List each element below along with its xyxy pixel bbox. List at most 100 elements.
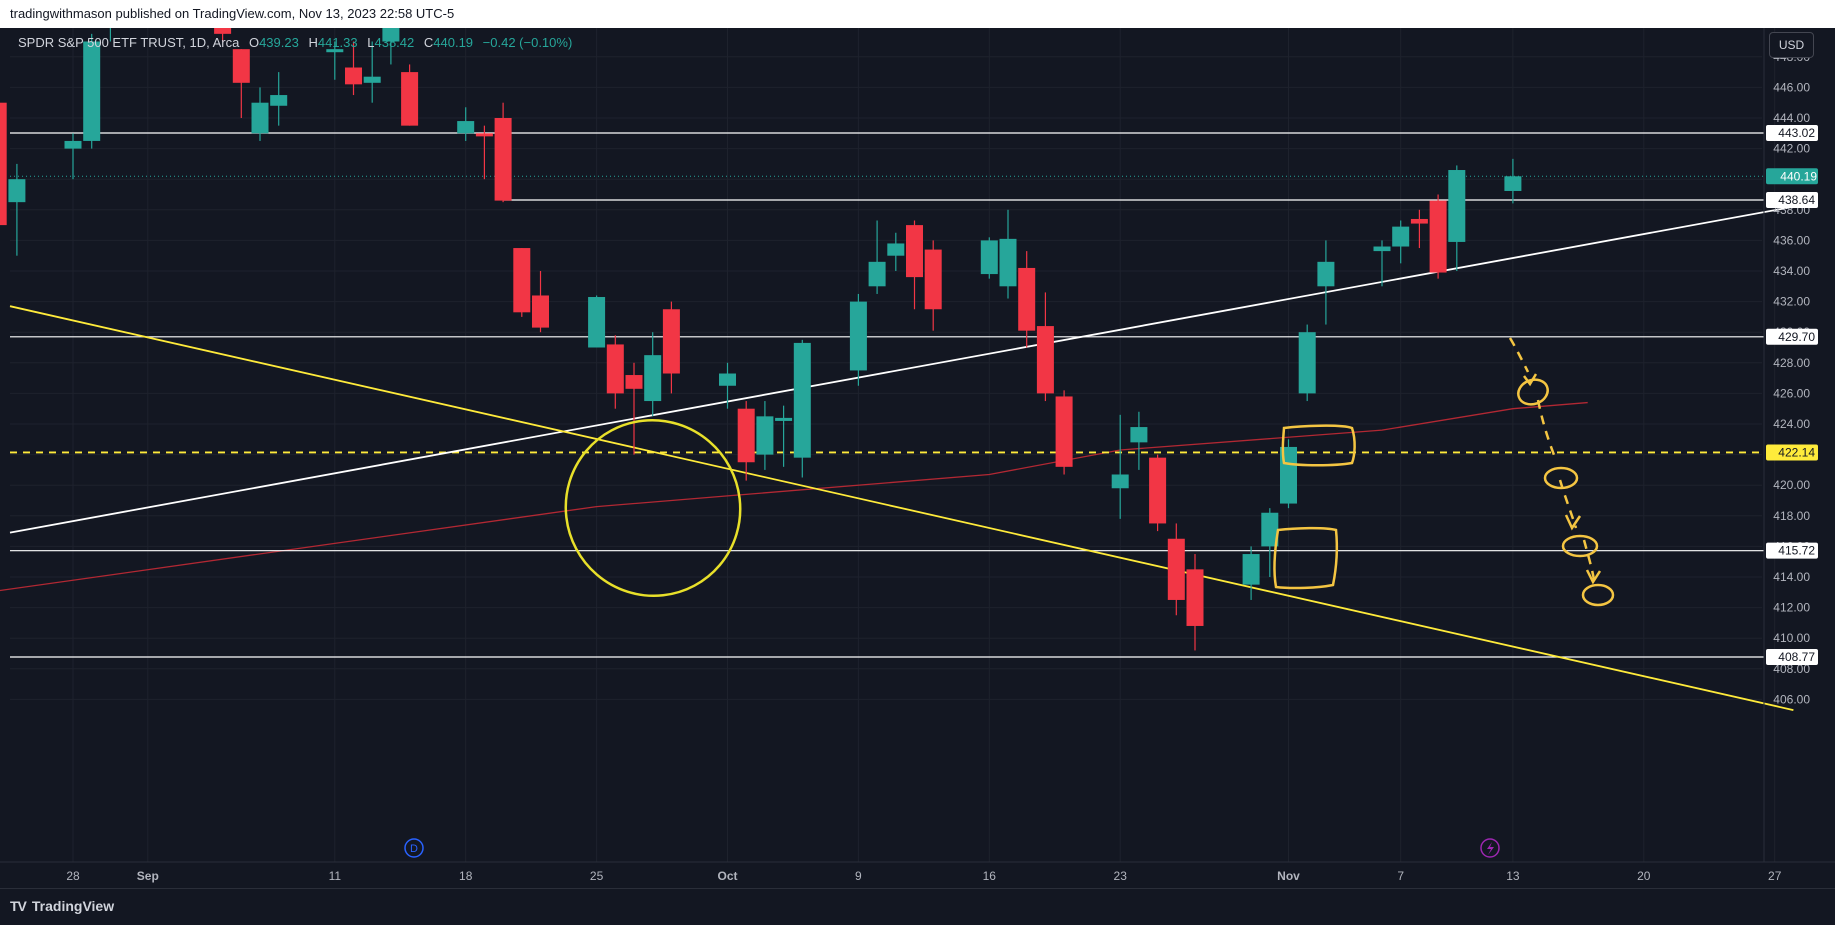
candle-body bbox=[737, 408, 755, 463]
candle bbox=[382, 28, 400, 65]
x-tick-label: 13 bbox=[1506, 869, 1520, 883]
candle-body bbox=[1298, 332, 1316, 394]
candle-body bbox=[345, 67, 362, 85]
candle-body bbox=[999, 238, 1017, 287]
candle-body bbox=[793, 342, 811, 458]
x-tick-label: 7 bbox=[1397, 869, 1404, 883]
trendline-white[interactable] bbox=[9, 205, 1794, 534]
candle-body bbox=[1186, 569, 1204, 626]
candle-body bbox=[1111, 474, 1129, 489]
event-markers: D bbox=[404, 838, 1500, 858]
candle bbox=[1373, 240, 1391, 287]
candle-body bbox=[868, 261, 886, 287]
candle-body bbox=[1055, 396, 1073, 467]
candle-body bbox=[906, 225, 923, 278]
earnings-marker[interactable] bbox=[1480, 838, 1500, 858]
candle bbox=[513, 248, 531, 317]
projection-arrow-path bbox=[1508, 337, 1596, 581]
x-tick-label: Nov bbox=[1277, 869, 1300, 883]
candle-body bbox=[1429, 200, 1447, 273]
arrowhead-3 bbox=[1585, 569, 1602, 585]
trendlines[interactable] bbox=[9, 205, 1794, 711]
candle-body bbox=[1167, 538, 1185, 600]
candle-body bbox=[1149, 457, 1167, 524]
candle-body bbox=[214, 28, 232, 34]
tradingview-logo[interactable]: TV TradingView bbox=[10, 898, 114, 914]
low-label: L bbox=[367, 35, 375, 50]
level-price-label: 422.14 bbox=[1778, 445, 1815, 459]
candle-body bbox=[1018, 267, 1036, 331]
candle bbox=[1392, 220, 1410, 264]
candle-body bbox=[644, 355, 662, 402]
brand-name: TradingView bbox=[31, 898, 115, 914]
candle-body bbox=[1448, 170, 1466, 242]
candle-body bbox=[887, 243, 905, 256]
candle bbox=[270, 72, 288, 126]
moving-average-line bbox=[0, 401, 1588, 592]
y-tick-label: 442.00 bbox=[1773, 142, 1810, 156]
candle bbox=[625, 362, 643, 455]
last-price-tag bbox=[1766, 168, 1818, 185]
candle bbox=[662, 301, 680, 394]
candle-body bbox=[756, 416, 774, 455]
candle bbox=[494, 102, 512, 203]
candle bbox=[1018, 251, 1036, 348]
candle bbox=[345, 41, 362, 96]
close-value: 440.19 bbox=[433, 35, 474, 50]
candle-body bbox=[849, 301, 867, 371]
level-price-label: 415.72 bbox=[1778, 544, 1815, 558]
candle bbox=[719, 362, 736, 409]
y-tick-label: 406.00 bbox=[1773, 692, 1810, 706]
trendline-yellow[interactable] bbox=[9, 305, 1794, 711]
y-tick-label: 436.00 bbox=[1773, 233, 1810, 247]
candle bbox=[1504, 158, 1522, 204]
candle bbox=[401, 64, 419, 126]
publish-header: tradingwithmason published on TradingVie… bbox=[0, 0, 1835, 28]
horizontal-levels[interactable] bbox=[10, 132, 1764, 658]
low-value: 438.42 bbox=[374, 35, 415, 50]
candle bbox=[457, 107, 475, 141]
level-price-tag bbox=[1766, 649, 1818, 666]
level-price-label: 408.77 bbox=[1778, 650, 1815, 664]
x-tick-label: 9 bbox=[855, 869, 862, 883]
y-tick-label: 432.00 bbox=[1773, 295, 1810, 309]
candle-body bbox=[513, 248, 531, 313]
candle-body bbox=[606, 344, 624, 394]
candle bbox=[775, 405, 793, 467]
candle bbox=[999, 209, 1017, 299]
candle bbox=[475, 125, 493, 180]
change-value: −0.42 (−0.10%) bbox=[482, 35, 573, 50]
candle bbox=[1317, 240, 1335, 325]
currency-button[interactable]: USD bbox=[1769, 32, 1814, 58]
level-price-tag bbox=[1766, 444, 1818, 461]
candle-body bbox=[625, 375, 643, 389]
candle-body bbox=[0, 102, 7, 226]
highlight-box-upper[interactable] bbox=[1281, 424, 1356, 467]
close-label: C bbox=[423, 35, 434, 50]
level-price-label: 443.02 bbox=[1778, 126, 1815, 140]
price-chart[interactable]: 406.00408.00410.00412.00414.00416.00418.… bbox=[0, 28, 1835, 888]
candle bbox=[83, 33, 101, 149]
candle bbox=[588, 295, 606, 348]
candle-body bbox=[588, 297, 606, 348]
candle-body bbox=[8, 179, 26, 203]
projection-circle-3 bbox=[1561, 534, 1599, 558]
level-price-tag bbox=[1766, 124, 1818, 141]
level-price-tag bbox=[1766, 542, 1818, 559]
symbol-info[interactable]: SPDR S&P 500 ETF TRUST, 1D, Arca bbox=[18, 35, 240, 50]
candle bbox=[1429, 194, 1447, 279]
candle-body bbox=[1373, 246, 1391, 252]
highlight-ellipse[interactable] bbox=[535, 389, 771, 626]
candle bbox=[1149, 454, 1167, 532]
level-price-label: 429.70 bbox=[1778, 330, 1815, 344]
dividend-marker[interactable] bbox=[404, 838, 424, 858]
y-tick-label: 428.00 bbox=[1773, 356, 1810, 370]
candle-body bbox=[457, 121, 475, 134]
highlight-box-lower[interactable] bbox=[1273, 526, 1339, 590]
candle-body bbox=[980, 240, 998, 275]
high-value: 441.33 bbox=[317, 35, 358, 50]
candle bbox=[887, 232, 905, 271]
candle-body bbox=[475, 133, 493, 137]
candle-body bbox=[64, 140, 82, 149]
candle-body bbox=[1317, 261, 1335, 287]
